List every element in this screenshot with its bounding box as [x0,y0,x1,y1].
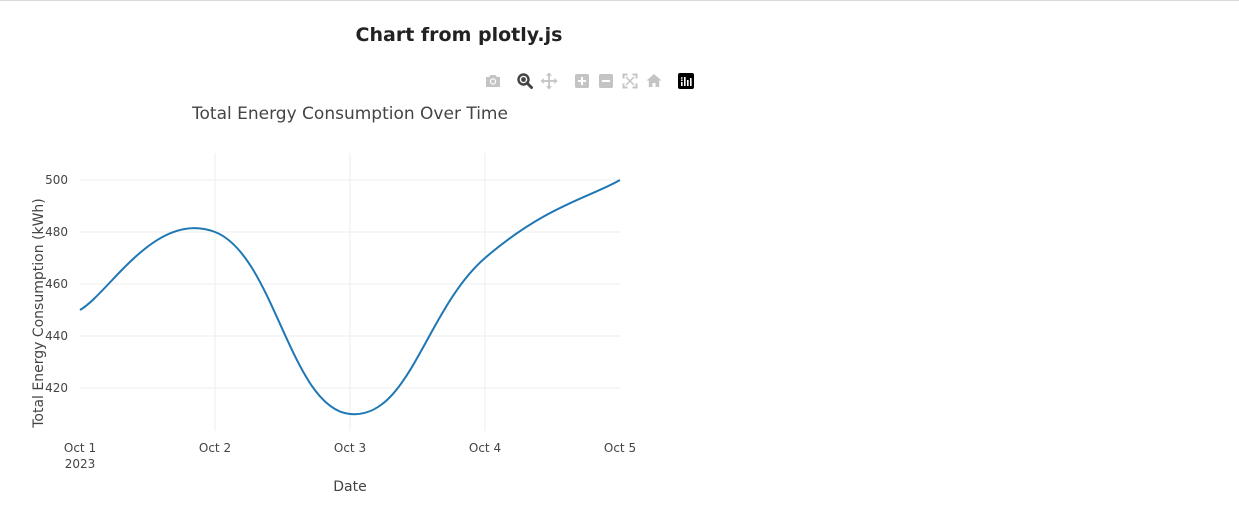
autoscale-icon[interactable] [620,71,640,91]
y-axis-ticks: 420 440 460 480 500 [45,173,68,395]
x-axis-title: Date [333,479,366,495]
x-tick-label: Oct 4 [469,441,501,455]
chart-container: Total Energy Consumption Over Time 420 44… [0,95,700,515]
chart-title: Total Energy Consumption Over Time [191,104,508,124]
page-title: Chart from plotly.js [355,24,563,46]
x-axis-ticks: Oct 1 2023 Oct 2 Oct 3 Oct 4 Oct 5 [64,441,636,471]
zoom-icon[interactable] [515,71,535,91]
zoom-in-icon[interactable] [572,71,592,91]
x-tick-sublabel: 2023 [65,457,96,471]
top-divider [0,0,1239,1]
y-tick-label: 500 [45,173,68,187]
y-tick-label: 420 [45,381,68,395]
grid-lines [80,153,620,431]
pan-icon[interactable] [539,71,559,91]
series-layer [79,179,621,416]
x-tick-label: Oct 3 [334,441,366,455]
camera-icon[interactable] [483,71,503,91]
y-tick-label: 440 [45,329,68,343]
zoom-out-icon[interactable] [596,71,616,91]
plotly-logo-icon[interactable] [676,71,696,91]
x-tick-label: Oct 5 [604,441,636,455]
y-tick-label: 480 [45,225,68,239]
x-tick-label: Oct 1 [64,441,96,455]
x-tick-label: Oct 2 [199,441,231,455]
y-tick-label: 460 [45,277,68,291]
home-icon[interactable] [644,71,664,91]
line-chart[interactable]: Total Energy Consumption Over Time 420 44… [0,95,700,515]
series-line[interactable] [79,179,621,416]
y-axis-title: Total Energy Consumption (kWh) [31,198,47,429]
